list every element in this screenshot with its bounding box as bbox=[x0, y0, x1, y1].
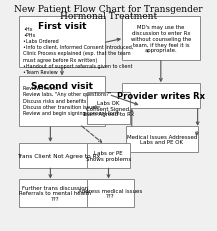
Text: Labs OK
Consent Signed,
Team Agreed to Rx: Labs OK Consent Signed, Team Agreed to R… bbox=[82, 100, 135, 117]
Text: Provider writes Rx: Provider writes Rx bbox=[117, 92, 205, 100]
Text: First visit: First visit bbox=[38, 22, 86, 31]
FancyBboxPatch shape bbox=[122, 17, 200, 61]
FancyBboxPatch shape bbox=[19, 143, 97, 168]
FancyBboxPatch shape bbox=[122, 84, 200, 109]
FancyBboxPatch shape bbox=[19, 77, 105, 127]
Text: Address medical issues
???: Address medical issues ??? bbox=[78, 188, 143, 198]
FancyBboxPatch shape bbox=[126, 127, 198, 152]
FancyBboxPatch shape bbox=[87, 93, 130, 125]
Text: Further trans discussion
Referrals to mental health
???: Further trans discussion Referrals to me… bbox=[19, 185, 91, 201]
FancyBboxPatch shape bbox=[87, 143, 130, 168]
Text: •Hx
•PHx
•Labs Ordered
•Info to client, Informed Consent Introduced,
Clinic Proc: •Hx •PHx •Labs Ordered •Info to client, … bbox=[23, 27, 134, 75]
Text: New Patient Flow Chart for Transgender: New Patient Flow Chart for Transgender bbox=[14, 5, 203, 14]
Text: Hormonal Treatment: Hormonal Treatment bbox=[60, 12, 157, 21]
Text: MD's may use the
discussion to enter Rx
without counseling the
team, if they fee: MD's may use the discussion to enter Rx … bbox=[131, 25, 191, 53]
Text: Review results
Review labs, "Any other questions?"
Discuss risks and benefits
Di: Review results Review labs, "Any other q… bbox=[23, 86, 120, 116]
Text: Trans Client Not Agree to Rx: Trans Client Not Agree to Rx bbox=[16, 153, 100, 158]
FancyBboxPatch shape bbox=[19, 179, 91, 207]
Text: Medical Issues Addressed
Labs and PE OK: Medical Issues Addressed Labs and PE OK bbox=[127, 134, 197, 145]
Text: Second visit: Second visit bbox=[31, 82, 93, 91]
FancyBboxPatch shape bbox=[19, 17, 105, 68]
Text: Labs or PE
Shows problems: Labs or PE Shows problems bbox=[86, 150, 131, 161]
FancyBboxPatch shape bbox=[87, 179, 134, 207]
